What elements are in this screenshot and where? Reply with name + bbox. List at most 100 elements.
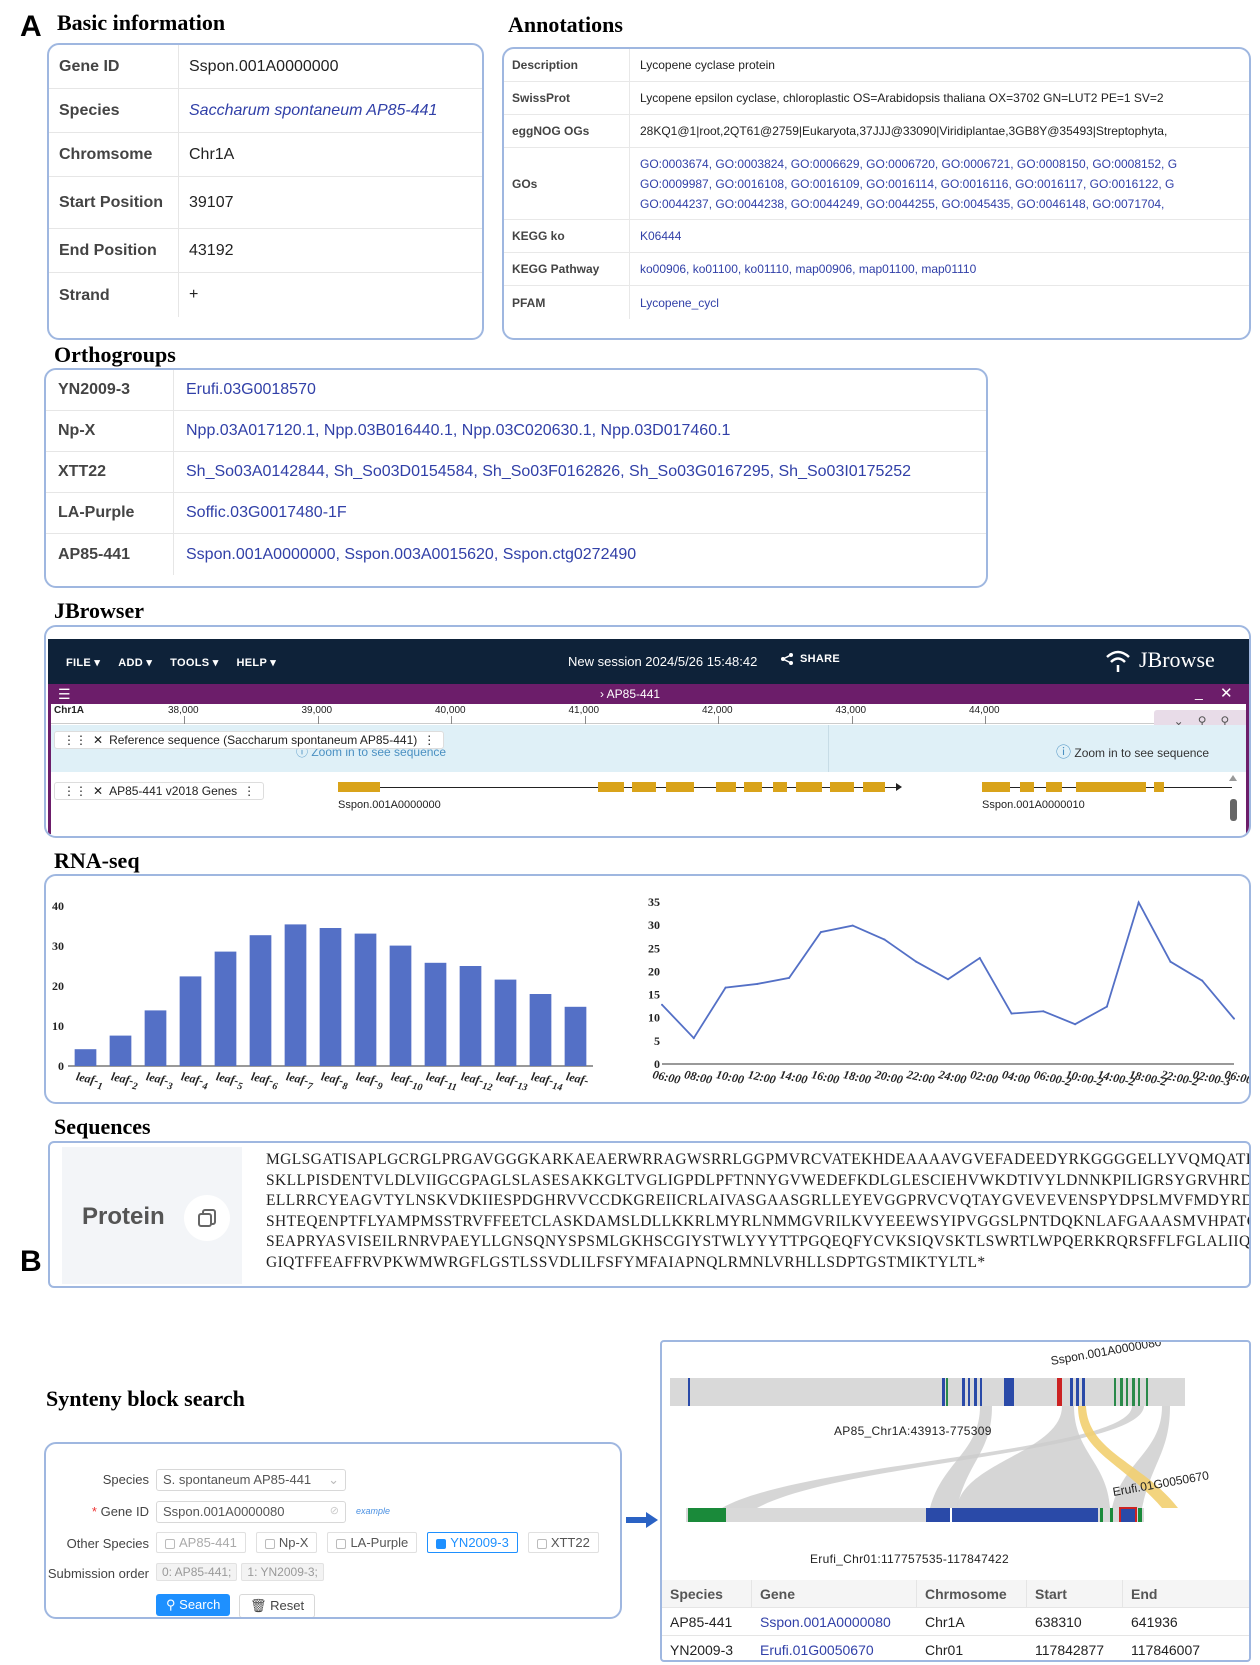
annotation-link[interactable]: GO:0009987, GO:0016108, GO:0016109, GO:0… [640, 176, 1175, 191]
annotation-link[interactable]: GO:0044237, GO:0044238, GO:0044249, GO:0… [640, 196, 1165, 211]
chevron-down-icon[interactable]: ⌄ [1173, 714, 1184, 728]
bar[interactable] [144, 1010, 167, 1066]
bar[interactable] [179, 976, 202, 1066]
data-point[interactable] [1010, 1012, 1013, 1015]
close-track-icon[interactable]: ✕ [93, 784, 104, 798]
gene-link[interactable]: Erufi.01G0050670 [760, 1641, 874, 1658]
basic-info-value[interactable]: Saccharum spontaneum AP85-441 [189, 101, 438, 119]
exon[interactable] [1154, 782, 1164, 792]
search-button[interactable]: ⚲ Search [156, 1594, 231, 1616]
bar[interactable] [529, 994, 552, 1066]
data-point[interactable] [915, 960, 918, 963]
orthogroup-genes[interactable]: Soffic.03G0017480-1F [186, 504, 347, 521]
track-menu-icon[interactable]: ⋮ [423, 733, 436, 747]
other-species-checkbox[interactable]: YN2009-3 [427, 1532, 518, 1553]
hamburger-menu-icon[interactable]: ☰ [58, 686, 71, 702]
bar[interactable] [214, 951, 237, 1066]
data-point[interactable] [1201, 979, 1204, 982]
exon[interactable] [666, 782, 694, 792]
scroll-thumb[interactable] [1229, 799, 1237, 821]
reset-button[interactable]: 🗑 Reset [239, 1594, 316, 1617]
annotation-link[interactable]: K06444 [640, 229, 682, 243]
data-point[interactable] [1169, 960, 1172, 963]
other-species-checkbox[interactable]: XTT22 [527, 1532, 599, 1553]
gene-label-1[interactable]: Sspon.001A0000000 [338, 799, 441, 811]
other-species-checkbox[interactable]: Np-X [255, 1532, 318, 1553]
bar[interactable] [494, 979, 517, 1066]
close-view-icon[interactable]: ✕ [1220, 685, 1233, 702]
clear-icon[interactable]: ⊘ [329, 1505, 339, 1517]
bar[interactable] [284, 924, 307, 1066]
zoom-out-icon[interactable]: ⚲ [1197, 714, 1207, 728]
menu-tools[interactable]: TOOLS ▾ [170, 656, 218, 669]
menu-file[interactable]: FILE ▾ [66, 656, 100, 669]
data-point[interactable] [692, 1037, 695, 1040]
data-point[interactable] [1233, 1017, 1235, 1020]
drag-handle-icon[interactable]: ⋮⋮ [63, 784, 87, 798]
species-select[interactable]: S. spontaneum AP85-441 ⌄ [156, 1469, 346, 1491]
annotation-link[interactable]: GO:0003674, GO:0003824, GO:0006629, GO:0… [640, 156, 1178, 171]
drag-handle-icon[interactable]: ⋮⋮ [63, 733, 87, 747]
bar[interactable] [109, 1035, 132, 1066]
gene-label-2[interactable]: Sspon.001A0000010 [982, 799, 1085, 811]
vertical-scrollbar[interactable] [1228, 775, 1238, 830]
bar[interactable] [249, 935, 272, 1066]
gene-id-input[interactable]: Sspon.001A0000080 ⊘ [156, 1501, 346, 1523]
query-gene-mark[interactable] [1057, 1378, 1062, 1406]
data-point[interactable] [851, 924, 854, 927]
exon[interactable] [773, 782, 787, 792]
minimize-view-icon[interactable]: _ [1195, 684, 1203, 700]
orthogroup-genes[interactable]: Erufi.03G0018570 [186, 381, 316, 398]
gene-track-label[interactable]: ⋮⋮ ✕ AP85-441 v2018 Genes ⋮ [54, 782, 265, 800]
data-point[interactable] [1074, 1023, 1077, 1026]
data-point[interactable] [947, 978, 949, 981]
track-menu-icon[interactable]: ⋮ [243, 784, 256, 798]
close-track-icon[interactable]: ✕ [93, 733, 104, 747]
exon[interactable] [830, 782, 854, 792]
bar[interactable] [354, 933, 377, 1066]
exon[interactable] [744, 782, 762, 792]
exon[interactable] [716, 782, 736, 792]
menu-help[interactable]: HELP ▾ [237, 656, 277, 669]
bar[interactable] [564, 1006, 587, 1066]
reference-track-label[interactable]: ⋮⋮ ✕ Reference sequence (Saccharum spont… [54, 731, 445, 749]
zoom-in-icon[interactable]: ⚲ [1220, 714, 1230, 728]
bar[interactable] [459, 966, 482, 1066]
data-point[interactable] [1105, 1005, 1108, 1008]
exon[interactable] [982, 782, 1010, 792]
orthogroup-genes[interactable]: Npp.03A017120.1, Npp.03B016440.1, Npp.03… [186, 422, 731, 439]
data-point[interactable] [756, 982, 759, 985]
exon[interactable] [1046, 782, 1062, 792]
data-point[interactable] [1137, 901, 1140, 904]
bar[interactable] [424, 962, 447, 1066]
example-link[interactable]: example [356, 1506, 391, 1516]
scroll-up-icon[interactable] [1229, 775, 1237, 781]
other-species-checkbox[interactable]: LA-Purple [327, 1532, 418, 1553]
data-point[interactable] [1042, 1010, 1045, 1013]
data-point[interactable] [819, 931, 822, 934]
data-point[interactable] [724, 986, 727, 989]
annotation-link[interactable]: ko00906, ko01100, ko01110, map00906, map… [640, 262, 977, 276]
target-gene-mark[interactable] [1119, 1507, 1137, 1522]
jbrowse-share-button[interactable]: SHARE [780, 652, 840, 666]
data-point[interactable] [788, 976, 791, 979]
bar[interactable] [389, 945, 412, 1066]
bar[interactable] [74, 1049, 97, 1066]
view-title[interactable]: › AP85-441 [600, 687, 660, 701]
gene-link[interactable]: Sspon.001A0000080 [760, 1613, 891, 1630]
menu-add[interactable]: ADD ▾ [118, 656, 152, 669]
series-line[interactable] [661, 900, 1235, 1040]
exon[interactable] [1076, 782, 1146, 792]
other-species-checkbox[interactable]: AP85-441 [156, 1532, 246, 1553]
orthogroup-genes[interactable]: Sh_So03A0142844, Sh_So03D0154584, Sh_So0… [186, 463, 912, 480]
data-point[interactable] [978, 957, 981, 960]
annotation-link[interactable]: Lycopene_cycl [640, 295, 719, 310]
bar[interactable] [319, 928, 342, 1066]
copy-button[interactable] [184, 1195, 230, 1241]
data-point[interactable] [661, 1003, 663, 1006]
exon[interactable] [338, 782, 380, 792]
exon[interactable] [598, 782, 624, 792]
exon[interactable] [863, 782, 885, 792]
orthogroup-genes[interactable]: Sspon.001A0000000, Sspon.003A0015620, Ss… [186, 545, 637, 563]
exon[interactable] [1020, 782, 1034, 792]
